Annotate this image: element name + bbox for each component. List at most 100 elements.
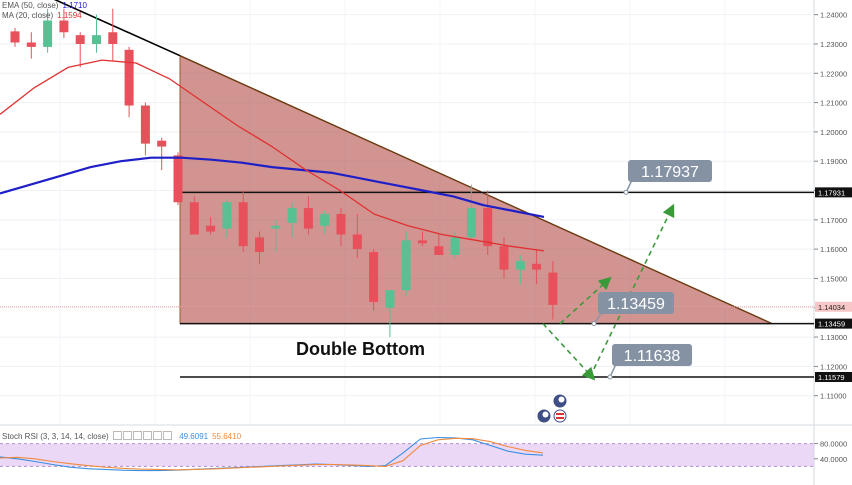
economic-event-icon xyxy=(537,409,551,423)
rsi-legend-label: Stoch RSI (3, 3, 14, 14, close) xyxy=(2,432,109,441)
candle-body xyxy=(255,237,264,253)
axis-tick-label: 1.11000 xyxy=(820,392,847,401)
stoch-rsi-panel: 80.0000 40.0000 xyxy=(0,436,847,472)
axis-tick-label: 1.15000 xyxy=(820,274,847,283)
axis-tick-label: 1.20000 xyxy=(820,128,847,137)
level-callout-anchor xyxy=(607,374,613,380)
level-axis-tag-label: 1.17931 xyxy=(818,188,845,197)
candle-body xyxy=(222,202,232,229)
candle-body xyxy=(108,32,118,44)
candle-body xyxy=(401,240,411,291)
rsi-d-value: 55.6410 xyxy=(212,432,242,441)
candle-body xyxy=(271,225,281,229)
candle-body xyxy=(238,202,248,247)
economic-event-icon xyxy=(553,394,567,408)
axis-tick-label: 1.24000 xyxy=(820,11,847,20)
candle-body xyxy=(303,208,313,229)
candle-body xyxy=(499,246,509,270)
level-callout-label: 1.13459 xyxy=(607,296,665,313)
candle-body xyxy=(26,42,36,47)
event-icon-highlight xyxy=(558,396,565,403)
level-axis-tag xyxy=(815,371,852,382)
ema-legend-label: EMA (50, close) xyxy=(2,1,59,10)
candle-body xyxy=(10,31,20,43)
price-axis: 1.24000 1.23000 1.22000 1.21000 1.20000 1.190… xyxy=(814,11,852,401)
triangle-upper-edge xyxy=(179,55,773,325)
rsi-setting-boxes[interactable] xyxy=(112,431,173,441)
candle-body xyxy=(434,246,444,255)
candle-body xyxy=(157,140,167,147)
level-callout-box xyxy=(612,344,692,366)
candle-body xyxy=(43,20,53,47)
candle-body xyxy=(206,225,216,232)
current-price-tag xyxy=(815,301,852,312)
candle-body xyxy=(548,272,558,305)
moving-averages-layer xyxy=(0,59,545,252)
downtrend-line xyxy=(53,0,181,57)
flag-stripe xyxy=(556,413,564,415)
candle-body xyxy=(532,263,542,270)
ma-legend-value: 1.1594 xyxy=(57,11,82,20)
ema-legend-value: 1.1710 xyxy=(62,1,87,10)
candle-body xyxy=(466,208,476,238)
us-flag-icon xyxy=(553,409,567,423)
ma-legend[interactable]: MA (20, close) 1.1594 xyxy=(2,11,82,20)
candle-body xyxy=(140,105,150,144)
candle-body xyxy=(336,213,346,235)
candle-body xyxy=(75,35,85,44)
flag-stripe xyxy=(556,417,564,419)
axis-tick-label: 1.19000 xyxy=(820,157,847,166)
level-callout-box xyxy=(598,292,674,314)
candle-body xyxy=(450,237,460,255)
level-callout-anchor xyxy=(623,189,629,195)
axis-tick-label: 1.16000 xyxy=(820,245,847,254)
rsi-d-line xyxy=(0,437,544,471)
level-labels-layer: 1.17937 1.13459 1.11638 Double Bottom xyxy=(296,160,712,380)
level-axis-tag-label: 1.13459 xyxy=(818,320,845,329)
level-axis-tag xyxy=(815,187,852,198)
rsi-axis-tick-label: 80.0000 xyxy=(820,440,847,449)
candle-body xyxy=(189,202,199,235)
candle-body xyxy=(515,260,525,270)
flag-icon-ring xyxy=(553,409,567,423)
candle-body xyxy=(385,290,395,308)
rsi-band xyxy=(0,443,814,467)
axis-tick-label: 1.13000 xyxy=(820,333,847,342)
current-price-tag-label: 1.14034 xyxy=(818,303,845,312)
level-callout-anchor xyxy=(591,321,597,327)
candle-body xyxy=(320,213,330,226)
ema50-line xyxy=(0,156,545,218)
levels-layer xyxy=(0,0,814,378)
projection-arrow xyxy=(542,323,596,381)
candle-body xyxy=(173,155,183,203)
ma-legend-label: MA (20, close) xyxy=(2,11,54,20)
event-icons-layer xyxy=(537,394,567,423)
axis-tick-label: 1.12000 xyxy=(820,362,847,371)
axis-tick-label: 1.21000 xyxy=(820,99,847,108)
candle-body xyxy=(418,240,427,244)
candles-layer xyxy=(10,8,558,338)
event-icon-highlight xyxy=(542,411,549,418)
ma20-line xyxy=(0,59,545,252)
rsi-k-value: 49.6091 xyxy=(179,432,209,441)
rsi-legend[interactable]: Stoch RSI (3, 3, 14, 14, close) 49.6091 5… xyxy=(2,431,241,441)
level-callout-label: 1.11638 xyxy=(624,348,681,365)
projection-arrow xyxy=(559,276,612,325)
candle-body xyxy=(124,49,134,106)
candle-body xyxy=(92,35,101,44)
axis-tick-label: 1.23000 xyxy=(820,40,847,49)
double-bottom-annotation: Double Bottom xyxy=(296,339,425,359)
candle-body xyxy=(352,234,362,250)
level-callout-label: 1.17937 xyxy=(641,164,699,181)
rsi-axis-tick-label: 40.0000 xyxy=(820,455,847,464)
candle-body xyxy=(59,20,69,33)
candle-body xyxy=(369,252,379,302)
ema-legend[interactable]: EMA (50, close) 1.1710 xyxy=(2,1,87,10)
candle-body xyxy=(287,208,297,223)
level-callout-box xyxy=(628,160,712,182)
axis-tick-label: 1.17000 xyxy=(820,216,847,225)
level-axis-tag xyxy=(815,318,852,329)
candle-body xyxy=(483,208,493,247)
level-axis-tag-label: 1.11579 xyxy=(818,373,845,382)
